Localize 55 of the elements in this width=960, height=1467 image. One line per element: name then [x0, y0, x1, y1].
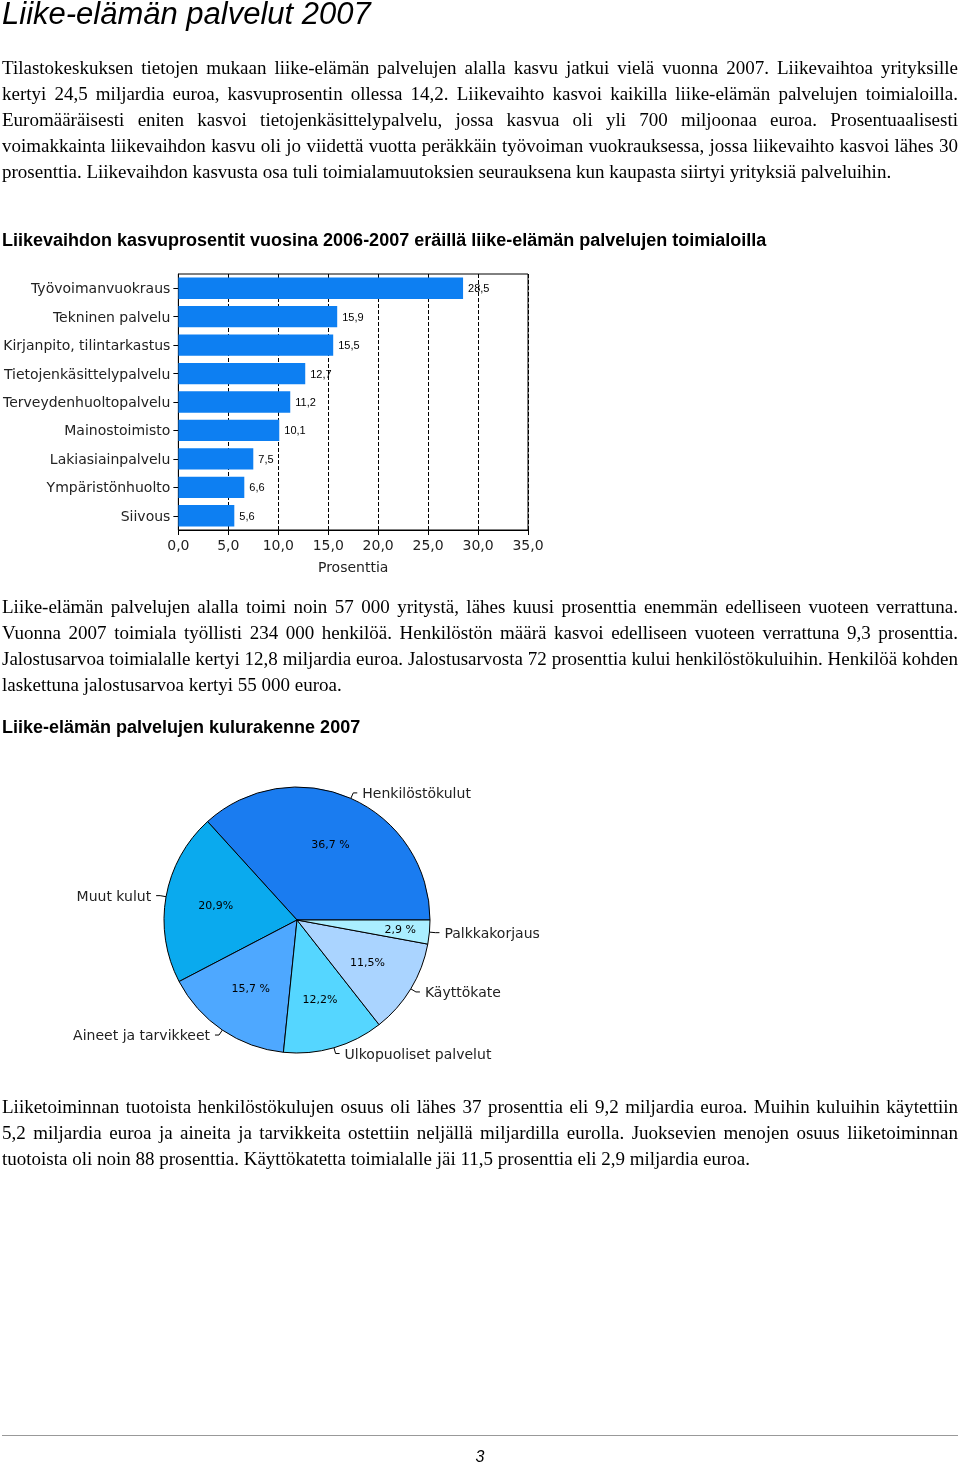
text: 3	[474, 1448, 486, 1466]
data-label: 7,5	[258, 452, 274, 465]
slice-label: Palkkakorjaus	[444, 924, 540, 941]
y-tick-label: Mainostoimisto	[64, 422, 171, 439]
x-tick-label: 5,0	[217, 537, 240, 553]
data-label: 5,6	[239, 509, 255, 522]
slice-label: Henkilöstökulut	[362, 784, 472, 801]
bar	[178, 391, 291, 413]
x-tick-label: 35,0	[512, 537, 544, 553]
data-label: 15,7 %	[231, 981, 270, 995]
slice-label: Käyttökate	[424, 983, 501, 1000]
x-tick-label: 25,0	[412, 537, 444, 553]
y-tick-label: Lakiasiainpalvelu	[49, 450, 171, 467]
x-tick-label: 15,0	[312, 537, 344, 553]
text: Liiketoiminnan tuotoista henkilöstökulujen osuus oli lähes 37 prosenttia eli 9,2 miljardia euroa. Muihin kuluihin käytettiin 5,2 miljardia euroa ja aineita ja tarvikkeita ostettiin neljällä miljardilla eurolla. Juoksevien menojen osuus liiketoiminnan tuotoista oli noin 88 prosenttia. Käyttökatetta toimialalle jäi 11,5 prosenttia eli 2,9 miljardia euroa.	[2, 1095, 958, 1171]
chart-title: Liikevaihdon kasvuprosentit vuosina 2006-2007 eräillä liike-elämän palvelujen toimialoilla	[2, 230, 767, 251]
bar	[178, 448, 254, 470]
x-axis-title: Prosenttia	[317, 559, 389, 575]
data-label: 2,9 %	[384, 922, 417, 936]
x-tick-label: 0,0	[167, 537, 190, 553]
data-label: 11,5%	[350, 956, 386, 970]
text: Tilastokeskuksen tietojen mukaan liike-elämän palvelujen alalla kasvu jatkui vielä vuonna 2007. Liikevaihtoa yrityksille kertyi 24,5 miljardia euroa, kasvuprosentin ollessa 14,2. Liikevaihto kasvoi kaikilla liike-elämän palvelujen toimialoilla. Euromääräisesti eniten kasvoi tietojenkäsittelypalvelu, jossa kasvua oli yli 700 miljoonaa euroa. Prosentuaalisesti voimakkainta liikevaihdon kasvu oli jo viidettä vuotta peräkkäin työvoiman vuokrauksessa, jossa liikevaihto kasvoi lähes 30 prosenttia. Liikevaihdon kasvusta osa tuli toimialamuutoksien seurauksena kun kaupasta siirtyi yrityksiä palveluihin.	[2, 56, 958, 184]
data-label: 11,2	[295, 396, 316, 408]
data-label: 20,9%	[198, 899, 234, 913]
x-tick-label: 10,0	[262, 537, 294, 553]
bar	[178, 419, 280, 442]
chart-title: Liike-elämän palvelujen kulurakenne 2007	[2, 717, 361, 738]
bar	[178, 306, 338, 328]
data-label: 28,5	[468, 282, 490, 295]
y-tick-label: Tietojenkäsittelypalvelu	[2, 365, 171, 382]
slice-label: Muut kulut	[76, 887, 152, 904]
bar	[178, 334, 334, 356]
y-tick-label: Ympäristönhuolto	[45, 479, 171, 496]
data-label: 15,9	[342, 310, 364, 323]
bar	[178, 277, 464, 299]
text: Liike-elämän palvelujen alalla toimi noin 57 000 yritystä, lähes kuusi prosenttia enemmän edelliseen vuoteen verrattuna. Vuonna 2007 toimiala työllisti 234 000 henkilöä. Henkilöstön määrä kasvoi edelliseen vuoteen verrattuna 9,3 prosenttia. Jalostusarvoa toimialalle kertyi 12,8 miljardia euroa. Jalostusarvosta 72 prosenttia kului henkilöstökuluihin. Henkilöä kohden laskettuna jalostusarvoa kertyi 55 000 euroa.	[2, 595, 958, 697]
x-tick-label: 30,0	[462, 537, 494, 553]
x-tick-label: 20,0	[362, 537, 394, 553]
y-tick-label: Siivous	[120, 507, 171, 524]
y-tick-label: Työvoimanvuokraus	[29, 280, 171, 297]
data-label: 12,2%	[302, 992, 338, 1006]
bar	[178, 362, 306, 385]
bar	[178, 476, 245, 498]
text: Liike-elämän palvelut 2007	[2, 0, 371, 32]
y-tick-label: Terveydenhuoltopalvelu	[2, 394, 171, 410]
data-label: 6,6	[249, 481, 265, 494]
data-label: 36,7 %	[311, 838, 350, 852]
bar	[178, 505, 235, 527]
y-tick-label: Tekninen palvelu	[51, 308, 171, 325]
data-label: 15,5	[338, 339, 360, 352]
data-label: 12,7	[310, 367, 332, 380]
data-label: 10,1	[284, 424, 306, 437]
slice-label: Aineet ja tarvikkeet	[73, 1027, 211, 1044]
slice-label: Ulkopuoliset palvelut	[344, 1045, 492, 1062]
y-tick-label: Kirjanpito, tilintarkastus	[3, 337, 171, 354]
